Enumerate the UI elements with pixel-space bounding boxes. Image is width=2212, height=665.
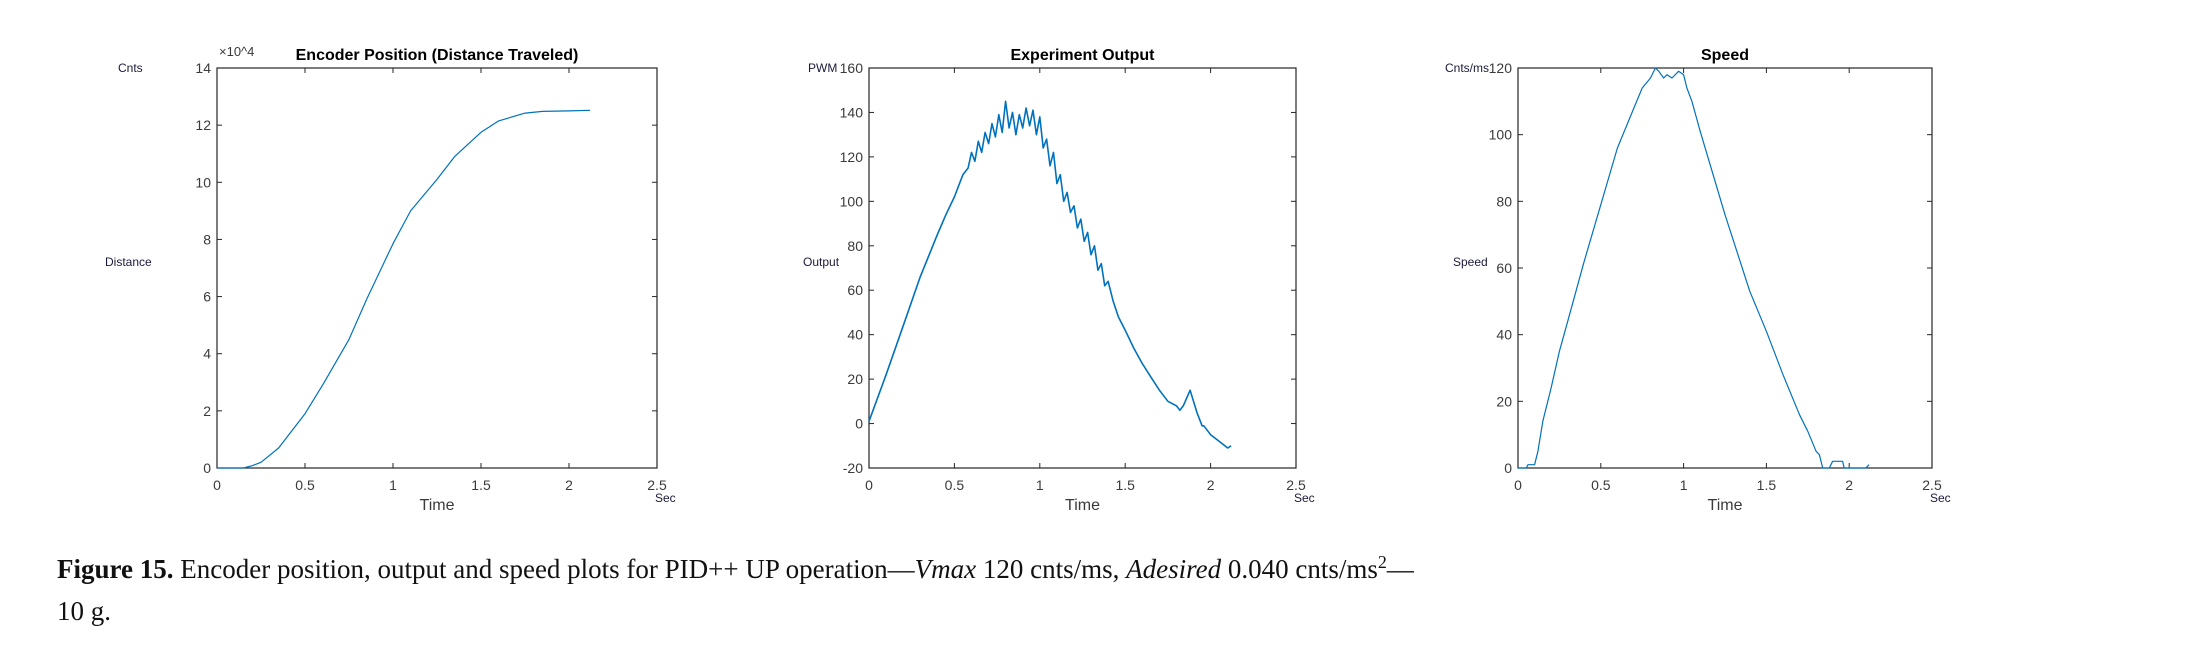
y-tick-label: 0 (203, 460, 211, 476)
x-tick-label: 2.5 (647, 477, 667, 493)
x-axis-unit: Sec (1294, 491, 1315, 505)
x-axis-label: Time (420, 497, 455, 514)
series-line (868, 100, 1232, 449)
caption-text: Encoder position, output and speed plots… (173, 554, 915, 584)
plot-area (216, 67, 658, 469)
y-tick-label: 120 (840, 149, 864, 165)
x-axis-unit: Sec (655, 491, 676, 505)
y-tick-label: 100 (840, 193, 864, 209)
figure-caption: Figure 15. Encoder position, output and … (57, 548, 2177, 632)
chart-title: Experiment Output (1010, 47, 1155, 64)
caption-text: 120 cnts/ms, (976, 554, 1127, 584)
y-multiplier: ×10^4 (219, 44, 255, 59)
figure-charts: Encoder Position (Distance Traveled) 0 0.5… (105, 47, 1951, 514)
y-tick-label: 4 (203, 346, 211, 362)
chart-1: Encoder Position (Distance Traveled) 0 0.5… (105, 47, 676, 514)
y-axis-unit: Cnts (118, 61, 143, 75)
x-axis-label: Time (1708, 497, 1743, 514)
caption-text: 10 g. (57, 596, 111, 626)
y-tick-label: -20 (843, 460, 863, 476)
x-tick-label: 1 (389, 477, 397, 493)
plot-area (868, 67, 1297, 469)
series-line (1518, 67, 1870, 469)
x-axis-unit: Sec (1930, 491, 1951, 505)
x-tick-label: 1 (1036, 477, 1044, 493)
caption-adesired: Adesired (1126, 554, 1222, 584)
x-tick-label: 1.5 (1757, 477, 1777, 493)
y-tick-label: 0 (855, 416, 863, 432)
series-line (217, 109, 591, 469)
chart-3: Speed 0 0.5 1 1.5 2 2.5 0 20 40 60 80 100 120 Time Sec C… (1445, 47, 1951, 514)
y-tick-label: 100 (1489, 127, 1513, 143)
x-tick-label: 0 (1514, 477, 1522, 493)
y-axis-label: Distance (105, 255, 152, 269)
y-axis-label: Speed (1453, 255, 1488, 269)
x-tick-label: 1.5 (471, 477, 491, 493)
y-tick-label: 12 (195, 117, 211, 133)
y-tick-label: 160 (840, 60, 864, 76)
y-tick-label: 60 (1496, 260, 1512, 276)
y-tick-label: 40 (1496, 327, 1512, 343)
y-tick-label: 8 (203, 231, 211, 247)
caption-label: Figure 15. (57, 554, 174, 584)
y-tick-label: 120 (1489, 60, 1513, 76)
y-tick-label: 60 (847, 282, 863, 298)
x-tick-label: 0.5 (945, 477, 965, 493)
x-tick-label: 2 (1207, 477, 1215, 493)
y-tick-label: 40 (847, 327, 863, 343)
x-tick-label: 1 (1680, 477, 1688, 493)
y-tick-label: 2 (203, 403, 211, 419)
y-tick-label: 20 (847, 371, 863, 387)
x-tick-label: 0 (213, 477, 221, 493)
y-tick-label: 6 (203, 289, 211, 305)
x-tick-label: 0.5 (295, 477, 315, 493)
plot-area (1517, 67, 1933, 469)
x-tick-label: 2.5 (1286, 477, 1306, 493)
y-axis-unit: Cnts/ms (1445, 61, 1489, 75)
x-tick-label: 2 (565, 477, 573, 493)
y-tick-label: 0 (1504, 460, 1512, 476)
y-tick-label: 14 (195, 60, 211, 76)
chart-title: Speed (1701, 47, 1749, 64)
y-axis-unit: PWM (808, 61, 837, 75)
y-tick-label: 140 (840, 104, 864, 120)
x-tick-label: 0 (865, 477, 873, 493)
y-tick-label: 20 (1496, 393, 1512, 409)
caption-text: 0.040 cnts/ms (1221, 554, 1378, 584)
chart-title: Encoder Position (Distance Traveled) (296, 47, 579, 64)
x-tick-label: 2.5 (1922, 477, 1942, 493)
y-axis-label: Output (803, 255, 840, 269)
x-tick-label: 0.5 (1591, 477, 1611, 493)
y-tick-label: 10 (195, 174, 211, 190)
caption-vmax: Vmax (914, 554, 977, 584)
x-tick-label: 1.5 (1115, 477, 1135, 493)
x-axis-label: Time (1065, 497, 1100, 514)
caption-superscript: 2 (1377, 552, 1387, 572)
y-tick-label: 80 (1496, 193, 1512, 209)
y-tick-label: 80 (847, 238, 863, 254)
x-tick-label: 2 (1845, 477, 1853, 493)
caption-text: — (1386, 554, 1414, 584)
